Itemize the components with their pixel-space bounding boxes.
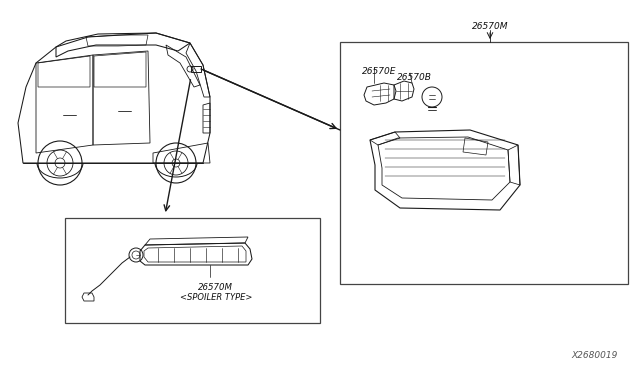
Text: 26570B: 26570B — [397, 73, 432, 82]
Text: 26570M: 26570M — [472, 22, 508, 31]
Bar — [340, 42, 628, 284]
Text: 26570M: 26570M — [198, 283, 233, 292]
Text: X2680019: X2680019 — [572, 351, 618, 360]
Text: 26570E: 26570E — [362, 67, 397, 76]
Bar — [65, 218, 320, 323]
Text: <SPOILER TYPE>: <SPOILER TYPE> — [180, 293, 252, 302]
